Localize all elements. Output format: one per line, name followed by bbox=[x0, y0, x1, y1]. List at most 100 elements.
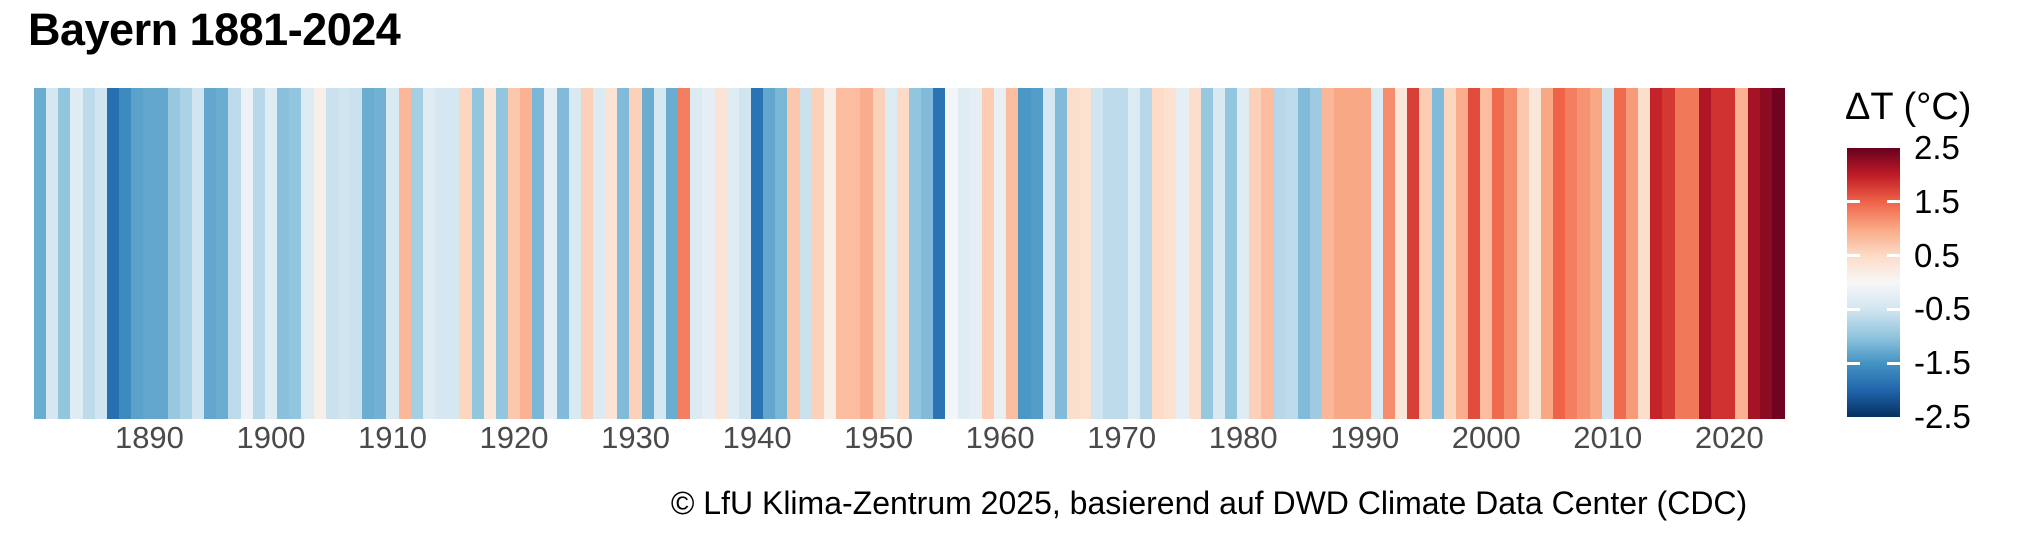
stripe-1883 bbox=[58, 88, 72, 419]
stripe-1900 bbox=[264, 88, 278, 419]
stripe-1891 bbox=[155, 88, 169, 419]
stripe-2024 bbox=[1771, 88, 1785, 419]
stripe-1941 bbox=[763, 88, 776, 419]
stripe-1884 bbox=[70, 88, 84, 419]
stripe-1926 bbox=[580, 88, 594, 419]
stripe-1893 bbox=[179, 88, 193, 419]
stripe-1966 bbox=[1066, 88, 1080, 419]
x-tick-2000: 2000 bbox=[1451, 420, 1521, 455]
stripe-1975 bbox=[1176, 88, 1190, 419]
stripe-1960 bbox=[994, 88, 1007, 419]
stripe-1985 bbox=[1297, 88, 1311, 419]
stripe-1942 bbox=[775, 88, 789, 419]
stripe-1929 bbox=[617, 88, 631, 419]
stripe-1971 bbox=[1127, 88, 1141, 419]
stripe-2004 bbox=[1528, 88, 1542, 419]
stripe-1931 bbox=[641, 88, 655, 419]
stripe-1906 bbox=[337, 88, 351, 419]
stripe-1991 bbox=[1370, 88, 1384, 419]
stripe-1911 bbox=[398, 88, 412, 419]
stripe-1963 bbox=[1030, 88, 1044, 419]
stripe-2006 bbox=[1553, 88, 1566, 419]
stripe-2000 bbox=[1480, 88, 1493, 419]
colorbar-tick-mark bbox=[1887, 254, 1900, 258]
colorbar-tick-mark bbox=[1847, 307, 1860, 311]
stripe-1915 bbox=[447, 88, 460, 419]
stripe-1928 bbox=[605, 88, 618, 419]
stripe-1989 bbox=[1346, 88, 1360, 419]
stripe-1922 bbox=[532, 88, 545, 419]
stripe-2016 bbox=[1674, 88, 1688, 419]
stripe-1967 bbox=[1079, 88, 1092, 419]
stripe-1897 bbox=[228, 88, 242, 419]
stripe-2017 bbox=[1686, 88, 1700, 419]
stripe-1887 bbox=[106, 88, 120, 419]
stripe-1895 bbox=[204, 88, 217, 419]
x-tick-1990: 1990 bbox=[1330, 420, 1400, 455]
stripe-1882 bbox=[46, 88, 59, 419]
stripe-1943 bbox=[787, 88, 801, 419]
legend-label--1.5: -1.5 bbox=[1914, 344, 1971, 382]
stripe-1994 bbox=[1407, 88, 1420, 419]
stripe-1918 bbox=[483, 88, 497, 419]
stripe-1889 bbox=[131, 88, 144, 419]
stripe-1912 bbox=[410, 88, 424, 419]
stripe-1939 bbox=[738, 88, 752, 419]
stripe-1935 bbox=[690, 88, 703, 419]
stripe-1910 bbox=[386, 88, 400, 419]
stripe-1990 bbox=[1358, 88, 1372, 419]
stripe-1921 bbox=[520, 88, 533, 419]
colorbar-tick-mark bbox=[1847, 361, 1860, 365]
stripe-1940 bbox=[751, 88, 764, 419]
stripe-2013 bbox=[1638, 88, 1651, 419]
legend-label-2.5: 2.5 bbox=[1914, 129, 1960, 166]
stripe-1950 bbox=[872, 88, 886, 419]
x-tick-1970: 1970 bbox=[1087, 420, 1157, 455]
stripe-1932 bbox=[653, 88, 667, 419]
x-tick-1910: 1910 bbox=[358, 420, 427, 455]
stripe-1916 bbox=[459, 88, 473, 419]
x-tick-1930: 1930 bbox=[601, 420, 671, 455]
stripe-1992 bbox=[1382, 88, 1396, 419]
stripe-1886 bbox=[94, 88, 108, 419]
stripe-1905 bbox=[325, 88, 339, 419]
stripe-1973 bbox=[1152, 88, 1165, 419]
x-tick-1960: 1960 bbox=[965, 420, 1035, 455]
stripe-2002 bbox=[1504, 88, 1518, 419]
stripe-1981 bbox=[1249, 88, 1263, 419]
stripe-1977 bbox=[1200, 88, 1214, 419]
stripe-1986 bbox=[1310, 88, 1323, 419]
stripe-1955 bbox=[933, 88, 947, 419]
stripe-1927 bbox=[593, 88, 606, 419]
stripe-1969 bbox=[1103, 88, 1117, 419]
colorbar-tick-mark bbox=[1887, 200, 1900, 204]
stripe-1934 bbox=[678, 88, 691, 419]
legend-colorbar bbox=[1847, 148, 1900, 417]
stripe-1998 bbox=[1455, 88, 1469, 419]
stripe-1957 bbox=[957, 88, 971, 419]
stripe-1907 bbox=[349, 88, 363, 419]
stripe-1919 bbox=[495, 88, 509, 419]
stripe-1995 bbox=[1419, 88, 1433, 419]
stripe-1901 bbox=[277, 88, 290, 419]
x-tick-2010: 2010 bbox=[1573, 420, 1643, 455]
stripe-1920 bbox=[507, 88, 521, 419]
stripe-2020 bbox=[1723, 88, 1736, 419]
stripe-2005 bbox=[1540, 88, 1554, 419]
stripe-1904 bbox=[313, 88, 327, 419]
stripe-1951 bbox=[884, 88, 898, 419]
stripe-1956 bbox=[945, 88, 959, 419]
colorbar-tick-mark bbox=[1887, 361, 1900, 365]
stripe-1914 bbox=[435, 88, 448, 419]
x-tick-1980: 1980 bbox=[1208, 420, 1278, 455]
stripe-1978 bbox=[1212, 88, 1226, 419]
stripe-1980 bbox=[1237, 88, 1250, 419]
stripe-1961 bbox=[1006, 88, 1019, 419]
x-tick-1950: 1950 bbox=[844, 420, 914, 455]
stripe-1959 bbox=[981, 88, 995, 419]
stripe-2018 bbox=[1698, 88, 1712, 419]
legend-label--2.5: -2.5 bbox=[1914, 398, 1971, 435]
stripe-1944 bbox=[799, 88, 813, 419]
stripe-1972 bbox=[1139, 88, 1153, 419]
